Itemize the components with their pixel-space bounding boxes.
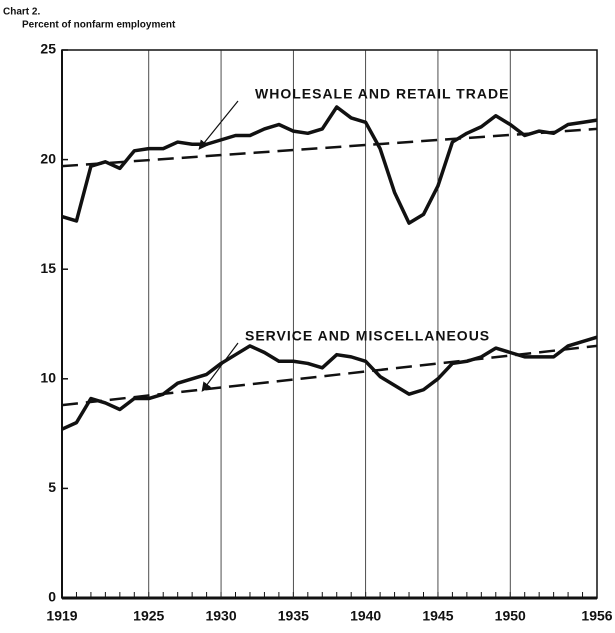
y-tick-label: 15 (40, 260, 56, 276)
x-tick-label: 1940 (350, 608, 381, 624)
chart-title: Chart 2. (3, 7, 40, 18)
y-tick-label: 25 (40, 41, 56, 57)
trend-line (61, 127, 598, 168)
x-tick-label: 1935 (278, 608, 309, 624)
series-line (61, 335, 598, 431)
series-label: WHOLESALE AND RETAIL TRADE (255, 86, 509, 102)
label-arrow (201, 342, 239, 392)
y-tick-label: 0 (48, 589, 56, 605)
y-axis-label: Percent of nonfarm employment (22, 20, 176, 31)
x-tick-label: 1930 (205, 608, 236, 624)
y-tick-label: 20 (40, 150, 56, 166)
x-tick-label: 1950 (495, 608, 526, 624)
y-tick-label: 10 (40, 370, 56, 386)
x-tick-label: 1919 (46, 608, 77, 624)
series-label: SERVICE AND MISCELLANEOUS (245, 328, 490, 344)
plot-frame (61, 49, 598, 599)
y-tick-label: 5 (48, 479, 56, 495)
x-tick-label: 1956 (581, 608, 612, 624)
series-line (61, 105, 598, 225)
label-arrow (198, 100, 239, 150)
x-tick-label: 1925 (133, 608, 164, 624)
x-tick-label: 1945 (422, 608, 453, 624)
trend-line (61, 344, 598, 407)
